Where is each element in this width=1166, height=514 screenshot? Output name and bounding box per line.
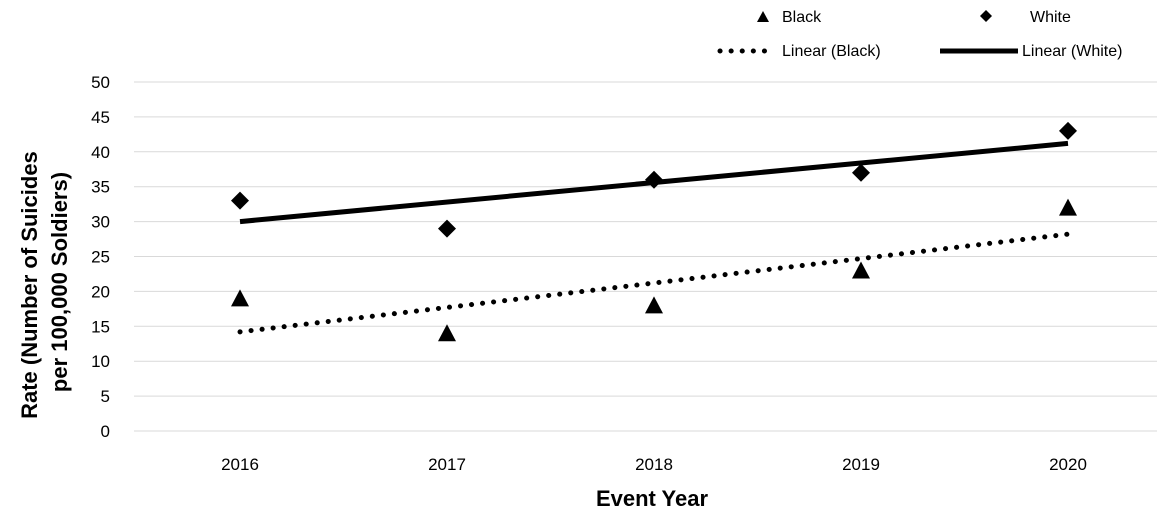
white-marker-2019	[852, 164, 870, 182]
y-tick-20: 20	[91, 282, 110, 301]
x-tick-2019: 2019	[842, 455, 880, 474]
x-tick-2020: 2020	[1049, 455, 1087, 474]
black-marker-2016	[231, 289, 249, 306]
y-tick-45: 45	[91, 108, 110, 127]
legend-white-marker	[980, 10, 992, 22]
y-tick-30: 30	[91, 213, 110, 232]
y-tick-35: 35	[91, 178, 110, 197]
x-tick-2018: 2018	[635, 455, 673, 474]
x-axis-title: Event Year	[596, 486, 709, 511]
gridlines	[134, 82, 1157, 431]
y-tick-40: 40	[91, 143, 110, 162]
black-marker-2019	[852, 261, 870, 278]
white-marker-2020	[1059, 122, 1077, 140]
y-tick-50: 50	[91, 73, 110, 92]
y-axis-title-line2: per 100,000 Soldiers)	[47, 172, 72, 392]
legend-linear-white-label: Linear (White)	[1022, 43, 1122, 60]
y-tick-25: 25	[91, 248, 110, 267]
white-marker-2016	[231, 192, 249, 210]
trendline-black	[240, 234, 1068, 332]
x-tick-2016: 2016	[221, 455, 259, 474]
legend-white-label: White	[1030, 9, 1071, 26]
white-marker-2017	[438, 220, 456, 238]
white-marker-2018	[645, 171, 663, 189]
y-tick-15: 15	[91, 317, 110, 336]
y-axis-title-line1: Rate (Number of Suicides	[17, 151, 42, 419]
y-tick-10: 10	[91, 352, 110, 371]
legend-linear-black-label: Linear (Black)	[782, 43, 881, 60]
y-tick-0: 0	[101, 422, 110, 441]
legend: Black White Linear (Black) Linear (White…	[720, 9, 1122, 60]
black-marker-2017	[438, 324, 456, 341]
black-marker-2018	[645, 296, 663, 313]
legend-black-label: Black	[782, 9, 822, 26]
x-tick-2017: 2017	[428, 455, 466, 474]
y-tick-5: 5	[101, 387, 110, 406]
y-axis-title: Rate (Number of Suicides per 100,000 Sol…	[17, 145, 72, 419]
y-tick-labels: 0 5 10 15 20 25 30 35 40 45 50	[91, 73, 110, 441]
legend-black-marker	[757, 11, 769, 22]
x-tick-labels: 2016 2017 2018 2019 2020	[221, 455, 1087, 474]
black-marker-2020	[1059, 199, 1077, 216]
